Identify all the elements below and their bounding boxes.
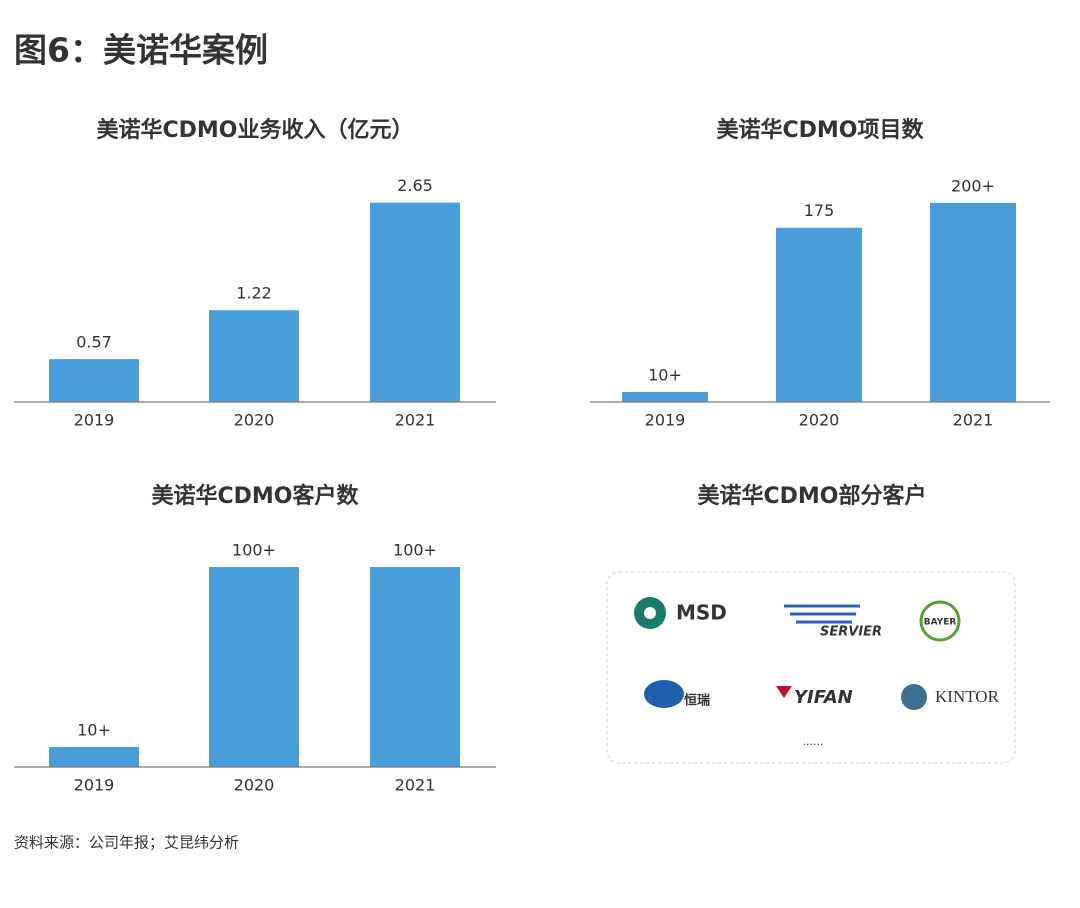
bar	[49, 747, 139, 767]
chart-title: 美诺华CDMO项目数	[716, 117, 924, 143]
bar	[209, 567, 299, 767]
logo-bayer: BAYER	[919, 600, 961, 642]
clients-title: 美诺华CDMO部分客户	[697, 483, 926, 509]
value-label: 175	[804, 201, 835, 220]
logo-kintor: KINTOR	[901, 684, 1000, 710]
logo-text: 恒瑞	[684, 693, 710, 709]
x-tick-label: 2019	[74, 776, 115, 795]
logo-text: MSD	[676, 601, 727, 625]
logo-msd: MSD	[634, 597, 727, 629]
logo-text: BAYER	[924, 618, 957, 628]
bar	[622, 392, 708, 402]
value-label: 100+	[393, 541, 437, 560]
bar	[370, 202, 460, 402]
logo-icon	[919, 600, 961, 642]
logo-icon	[644, 680, 684, 708]
x-tick-label: 2019	[74, 411, 115, 430]
chart-title: 美诺华CDMO业务收入（亿元）	[96, 117, 413, 143]
x-tick-label: 2021	[953, 411, 994, 430]
value-label: 100+	[232, 541, 276, 560]
value-label: 1.22	[236, 284, 272, 303]
bar	[776, 227, 862, 402]
logo-hengrui: 恒瑞	[644, 680, 710, 709]
x-tick-label: 2021	[395, 411, 436, 430]
logo-servier: SERVIER	[784, 604, 882, 640]
value-label: 2.65	[397, 176, 433, 195]
logo-icon	[784, 604, 860, 624]
page-title: 图6：美诺华案例	[14, 31, 268, 70]
x-tick-label: 2020	[799, 411, 840, 430]
logo-text: SERVIER	[820, 625, 882, 640]
value-label: 10+	[77, 721, 111, 740]
logo-text: YIFAN	[794, 687, 853, 708]
bar	[49, 359, 139, 402]
clients-panel	[606, 571, 1016, 764]
chart-title: 美诺华CDMO客户数	[151, 483, 359, 509]
logo-icon	[901, 684, 927, 710]
value-label: 200+	[951, 176, 995, 195]
x-tick-label: 2021	[395, 776, 436, 795]
x-tick-label: 2019	[645, 411, 686, 430]
more-text: ......	[803, 735, 824, 748]
bar	[930, 202, 1016, 402]
bar	[370, 567, 460, 767]
x-tick-label: 2020	[234, 776, 275, 795]
value-label: 10+	[648, 366, 682, 385]
logo-yifan: YIFAN	[776, 686, 853, 708]
logo-icon	[776, 686, 792, 698]
x-tick-label: 2020	[234, 411, 275, 430]
source-note: 资料来源：公司年报；艾昆纬分析	[14, 834, 239, 852]
bar	[209, 310, 299, 402]
logo-icon	[644, 607, 656, 619]
value-label: 0.57	[76, 333, 112, 352]
logo-text: KINTOR	[935, 687, 1000, 706]
